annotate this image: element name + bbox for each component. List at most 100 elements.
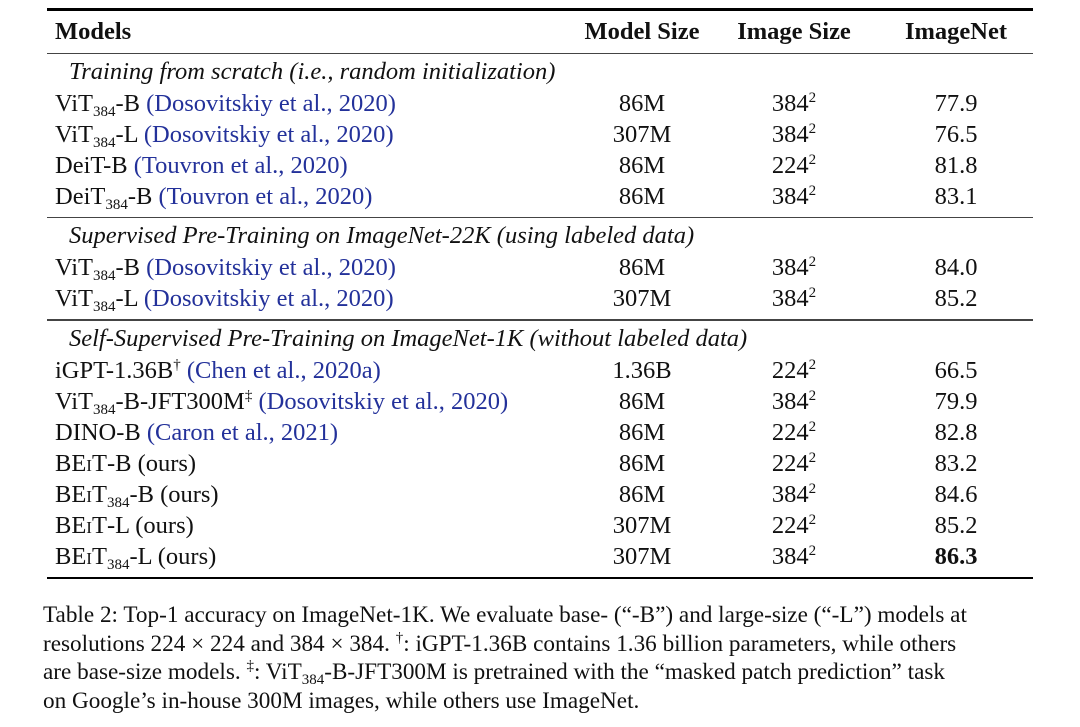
model-name: ViT [55,387,93,415]
image-size-exponent: 2 [808,480,817,497]
model-subscript: 384 [93,401,116,418]
imagenet-score-cell: 85.2 [934,285,978,313]
table-sections: Training from scratch (i.e., random init… [47,54,1033,577]
image-size-base: 224 [771,511,809,539]
model-name-cell: BEiT-L (ours) [47,510,575,541]
image-size-cell: 3842 [709,119,879,150]
section-title-row: Self-Supervised Pre-Training on ImageNet… [47,321,1033,355]
citation-link[interactable]: Dosovitskiy et al., 2020 [154,254,388,282]
footnote-mark: ‡ [244,387,253,404]
model-subscript: 384 [106,494,130,511]
imagenet-score-cell: 86.3 [934,542,978,570]
image-size-cell: 2242 [709,355,879,386]
model-name-cell: DeiT-B (Touvron et al., 2020) [55,151,348,179]
citation-link[interactable]: Dosovitskiy et al., 2020 [266,387,501,415]
image-size-cell: 3842 [709,88,879,119]
caption-line-3: are base-size models. ‡: ViT384-B-JFT300… [43,658,1073,688]
caption-line-3-a: are base-size models. [43,659,247,685]
image-size-base: 384 [771,387,809,415]
citation-link[interactable]: Touvron et al., 2020 [141,151,340,179]
header-imagenet: ImageNet [904,17,1008,45]
citation-link[interactable]: Chen et al., 2020a [195,356,373,384]
model-subscript: 384 [93,299,116,316]
model-suffix: -B (ours) [106,449,197,477]
caption-line-3-b: : ViT [253,659,302,685]
image-size-base: 384 [771,285,809,313]
model-name-cell: ViT384-B (Dosovitskiy et al., 2020) [55,254,396,285]
model-size-cell: 86M [618,89,666,117]
model-name-cell: BEiT384-B (ours) [47,479,575,511]
caption-line-1: Table 2: Top-1 accuracy on ImageNet-1K. … [43,602,967,628]
model-size-cell: 307M [612,542,672,570]
model-size-cell: 86M [618,254,666,282]
citation-link[interactable]: Touvron et al., 2020 [166,182,365,210]
header-model-size: Model Size [584,17,700,45]
image-size-base: 384 [771,254,809,282]
image-size-exponent: 2 [808,511,817,528]
model-subscript: 384 [93,268,116,285]
model-name: DeiT-B [55,151,128,179]
imagenet-score-cell: 79.9 [934,387,978,415]
image-size-base: 384 [771,182,809,210]
table-row: iGPT-1.36B† (Chen et al., 2020a) 1.36B 224… [47,355,1033,386]
imagenet-score-cell: 83.1 [934,182,978,210]
model-suffix: -L [115,285,138,313]
model-name: BEiT [55,542,107,570]
model-name-cell: DeiT384-B (Touvron et al., 2020) [55,182,373,213]
image-size-cell: 3842 [709,386,879,417]
model-size-cell: 86M [618,182,666,210]
image-size-base: 384 [771,480,809,508]
image-size-base: 224 [771,151,809,179]
section-title: Training from scratch (i.e., random init… [69,57,556,85]
model-name-cell: BEiT384-L (ours) [47,541,575,577]
imagenet-score-cell: 85.2 [934,511,978,539]
imagenet-score-cell: 76.5 [934,120,978,148]
model-name: ViT [55,254,93,282]
dagger-mark: † [395,629,404,646]
imagenet-score-cell: 82.8 [934,418,978,446]
model-name: BEiT [55,449,107,477]
image-size-cell: 2242 [709,150,879,181]
table-row: BEiT384-B (ours) 86M 3842 84.6 [47,479,1033,511]
citation-link[interactable]: Dosovitskiy et al., 2020 [152,285,386,313]
citation-link[interactable]: Caron et al., 2021 [155,418,330,446]
model-name-cell: DINO-B (Caron et al., 2021) [55,418,339,446]
image-size-exponent: 2 [808,285,817,302]
section-rule [47,319,1033,321]
model-subscript: 384 [93,103,116,120]
citation-link[interactable]: Dosovitskiy et al., 2020 [152,120,386,148]
model-name: ViT [55,89,93,117]
footnote-mark: † [173,356,181,373]
image-size-exponent: 2 [808,387,817,404]
table-row: ViT384-B (Dosovitskiy et al., 2020) 86M 38… [47,252,1033,285]
model-name-cell: ViT384-B-JFT300M‡ (Dosovitskiy et al., 2… [55,387,509,418]
image-size-exponent: 2 [808,120,817,137]
image-size-cell: 2242 [709,417,879,448]
image-size-base: 224 [771,449,809,477]
imagenet-score-cell: 84.0 [934,254,978,282]
bottom-rule [47,576,1033,580]
model-size-cell: 307M [612,511,672,539]
caption-line-2-b: : iGPT-1.36B contains 1.36 billion param… [403,630,957,657]
header-models: Models [55,17,132,45]
image-size-exponent: 2 [808,449,817,466]
model-size-cell: 307M [612,120,672,148]
table-caption: Table 2: Top-1 accuracy on ImageNet-1K. … [43,601,1073,715]
model-suffix: -L [115,120,138,148]
image-size-exponent: 2 [808,542,817,559]
section-title: Supervised Pre-Training on ImageNet-22K … [69,222,695,250]
model-suffix: -B [115,89,141,117]
image-size-base: 224 [771,356,809,384]
caption-line-4: on Google’s in-house 300M images, while … [43,687,640,714]
model-name: ViT [55,120,93,148]
image-size-exponent: 2 [808,418,817,435]
image-size-cell: 2242 [709,510,879,541]
image-size-base: 384 [771,542,809,570]
caption-line-3-c: -B-JFT300M is pretrained with the “maske… [324,659,945,685]
citation-link[interactable]: Dosovitskiy et al., 2020 [154,89,388,117]
model-name: BEiT [55,480,107,508]
image-size-exponent: 2 [808,182,817,199]
caption-line-2: resolutions 224 × 224 and 384 × 384. †: … [43,630,1073,659]
image-size-cell: 3842 [709,479,879,510]
table-row: BEiT384-L (ours) 307M 3842 86.3 [47,541,1033,577]
